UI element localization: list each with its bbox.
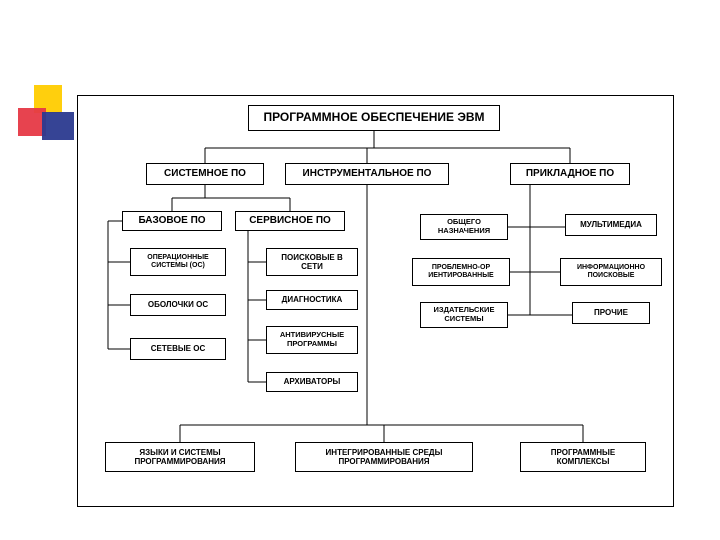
node-sys: СИСТЕМНОЕ ПО xyxy=(146,163,264,185)
node-os: ОПЕРАЦИОННЫЕ СИСТЕМЫ (ОС) xyxy=(130,248,226,276)
node-complex: ПРОГРАММНЫЕ КОМПЛЕКСЫ xyxy=(520,442,646,472)
node-root: ПРОГРАММНОЕ ОБЕСПЕЧЕНИЕ ЭВМ xyxy=(248,105,500,131)
node-instr: ИНСТРУМЕНТАЛЬНОЕ ПО xyxy=(285,163,449,185)
node-arch: АРХИВАТОРЫ xyxy=(266,372,358,392)
node-diag: ДИАГНОСТИКА xyxy=(266,290,358,310)
diagram-canvas: ПРОГРАММНОЕ ОБЕСПЕЧЕНИЕ ЭВМ СИСТЕМНОЕ ПО… xyxy=(0,0,720,540)
node-problem: ПРОБЛЕМНО-ОР ИЕНТИРОВАННЫЕ xyxy=(412,258,510,286)
node-publish: ИЗДАТЕЛЬСКИЕ СИСТЕМЫ xyxy=(420,302,508,328)
node-base: БАЗОВОЕ ПО xyxy=(122,211,222,231)
node-netos: СЕТЕВЫЕ ОС xyxy=(130,338,226,360)
node-app: ПРИКЛАДНОЕ ПО xyxy=(510,163,630,185)
node-ide: ИНТЕГРИРОВАННЫЕ СРЕДЫ ПРОГРАММИРОВАНИЯ xyxy=(295,442,473,472)
node-lang: ЯЗЫКИ И СИСТЕМЫ ПРОГРАММИРОВАНИЯ xyxy=(105,442,255,472)
node-multimedia: МУЛЬТИМЕДИА xyxy=(565,214,657,236)
node-general: ОБЩЕГО НАЗНАЧЕНИЯ xyxy=(420,214,508,240)
node-search-net: ПОИСКОВЫЕ В СЕТИ xyxy=(266,248,358,276)
node-shells: ОБОЛОЧКИ ОС xyxy=(130,294,226,316)
node-infosearch: ИНФОРМАЦИОННО ПОИСКОВЫЕ xyxy=(560,258,662,286)
logo-square xyxy=(42,112,74,140)
node-antivir: АНТИВИРУСНЫЕ ПРОГРАММЫ xyxy=(266,326,358,354)
node-other: ПРОЧИЕ xyxy=(572,302,650,324)
node-service: СЕРВИСНОЕ ПО xyxy=(235,211,345,231)
